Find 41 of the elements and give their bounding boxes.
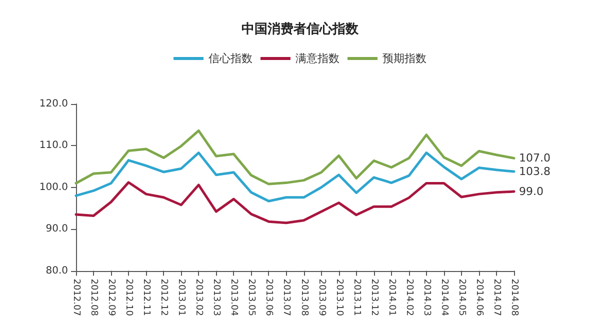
y-tick-label: 90.0	[46, 224, 68, 235]
x-tick-label: 2012.07	[71, 278, 81, 316]
line-series	[74, 129, 516, 186]
y-tick-label: 80.0	[46, 265, 68, 276]
x-tick-label: 2013.06	[264, 278, 274, 316]
y-tick-label: 100.0	[39, 182, 68, 193]
data-label: 103.8	[519, 165, 551, 178]
x-tick-label: 2013.01	[176, 278, 186, 316]
y-tick-label: 120.0	[39, 98, 68, 110]
x-tick-label: 2013.05	[246, 278, 256, 316]
x-tick-label: 2013.09	[316, 278, 326, 316]
x-tick-label: 2014.03	[421, 278, 432, 316]
data-label: 99.0	[519, 185, 544, 198]
y-tick-label: 110.0	[39, 140, 68, 152]
x-tick-label: 2012.09	[106, 278, 116, 316]
line-series	[74, 152, 516, 202]
x-tick-label: 2014.05	[456, 278, 466, 316]
data-label: 107.0	[519, 152, 551, 165]
x-tick-label: 2013.04	[228, 278, 239, 316]
x-tick-label: 2014.02	[404, 278, 414, 316]
x-tick-label: 2013.12	[368, 278, 379, 316]
x-tick-label: 2014.04	[438, 278, 449, 316]
x-tick-label: 2013.10	[334, 278, 344, 316]
x-tick-label: 2012.12	[158, 278, 169, 316]
legend-label: 预期指数	[382, 52, 426, 65]
x-tick-label: 2013.11	[351, 278, 362, 316]
legend-label: 满意指数	[296, 52, 340, 65]
x-tick-label: 2014.08	[509, 278, 519, 316]
legend-label: 信心指数	[208, 52, 252, 65]
x-tick-label: 2012.11	[141, 278, 152, 316]
x-tick-label: 2013.03	[211, 278, 222, 316]
x-tick-label: 2014.07	[491, 278, 502, 316]
x-tick-label: 2014.01	[386, 278, 396, 316]
x-tick-label: 2013.08	[298, 278, 309, 316]
x-tick-label: 2012.10	[124, 278, 134, 316]
line-series	[74, 181, 516, 224]
chart-title: 中国消费者信心指数	[242, 21, 360, 37]
x-tick-label: 2014.06	[474, 278, 484, 316]
x-tick-label: 2013.02	[194, 278, 204, 316]
x-tick-label: 2013.07	[281, 278, 292, 316]
x-tick-label: 2012.08	[88, 278, 99, 316]
